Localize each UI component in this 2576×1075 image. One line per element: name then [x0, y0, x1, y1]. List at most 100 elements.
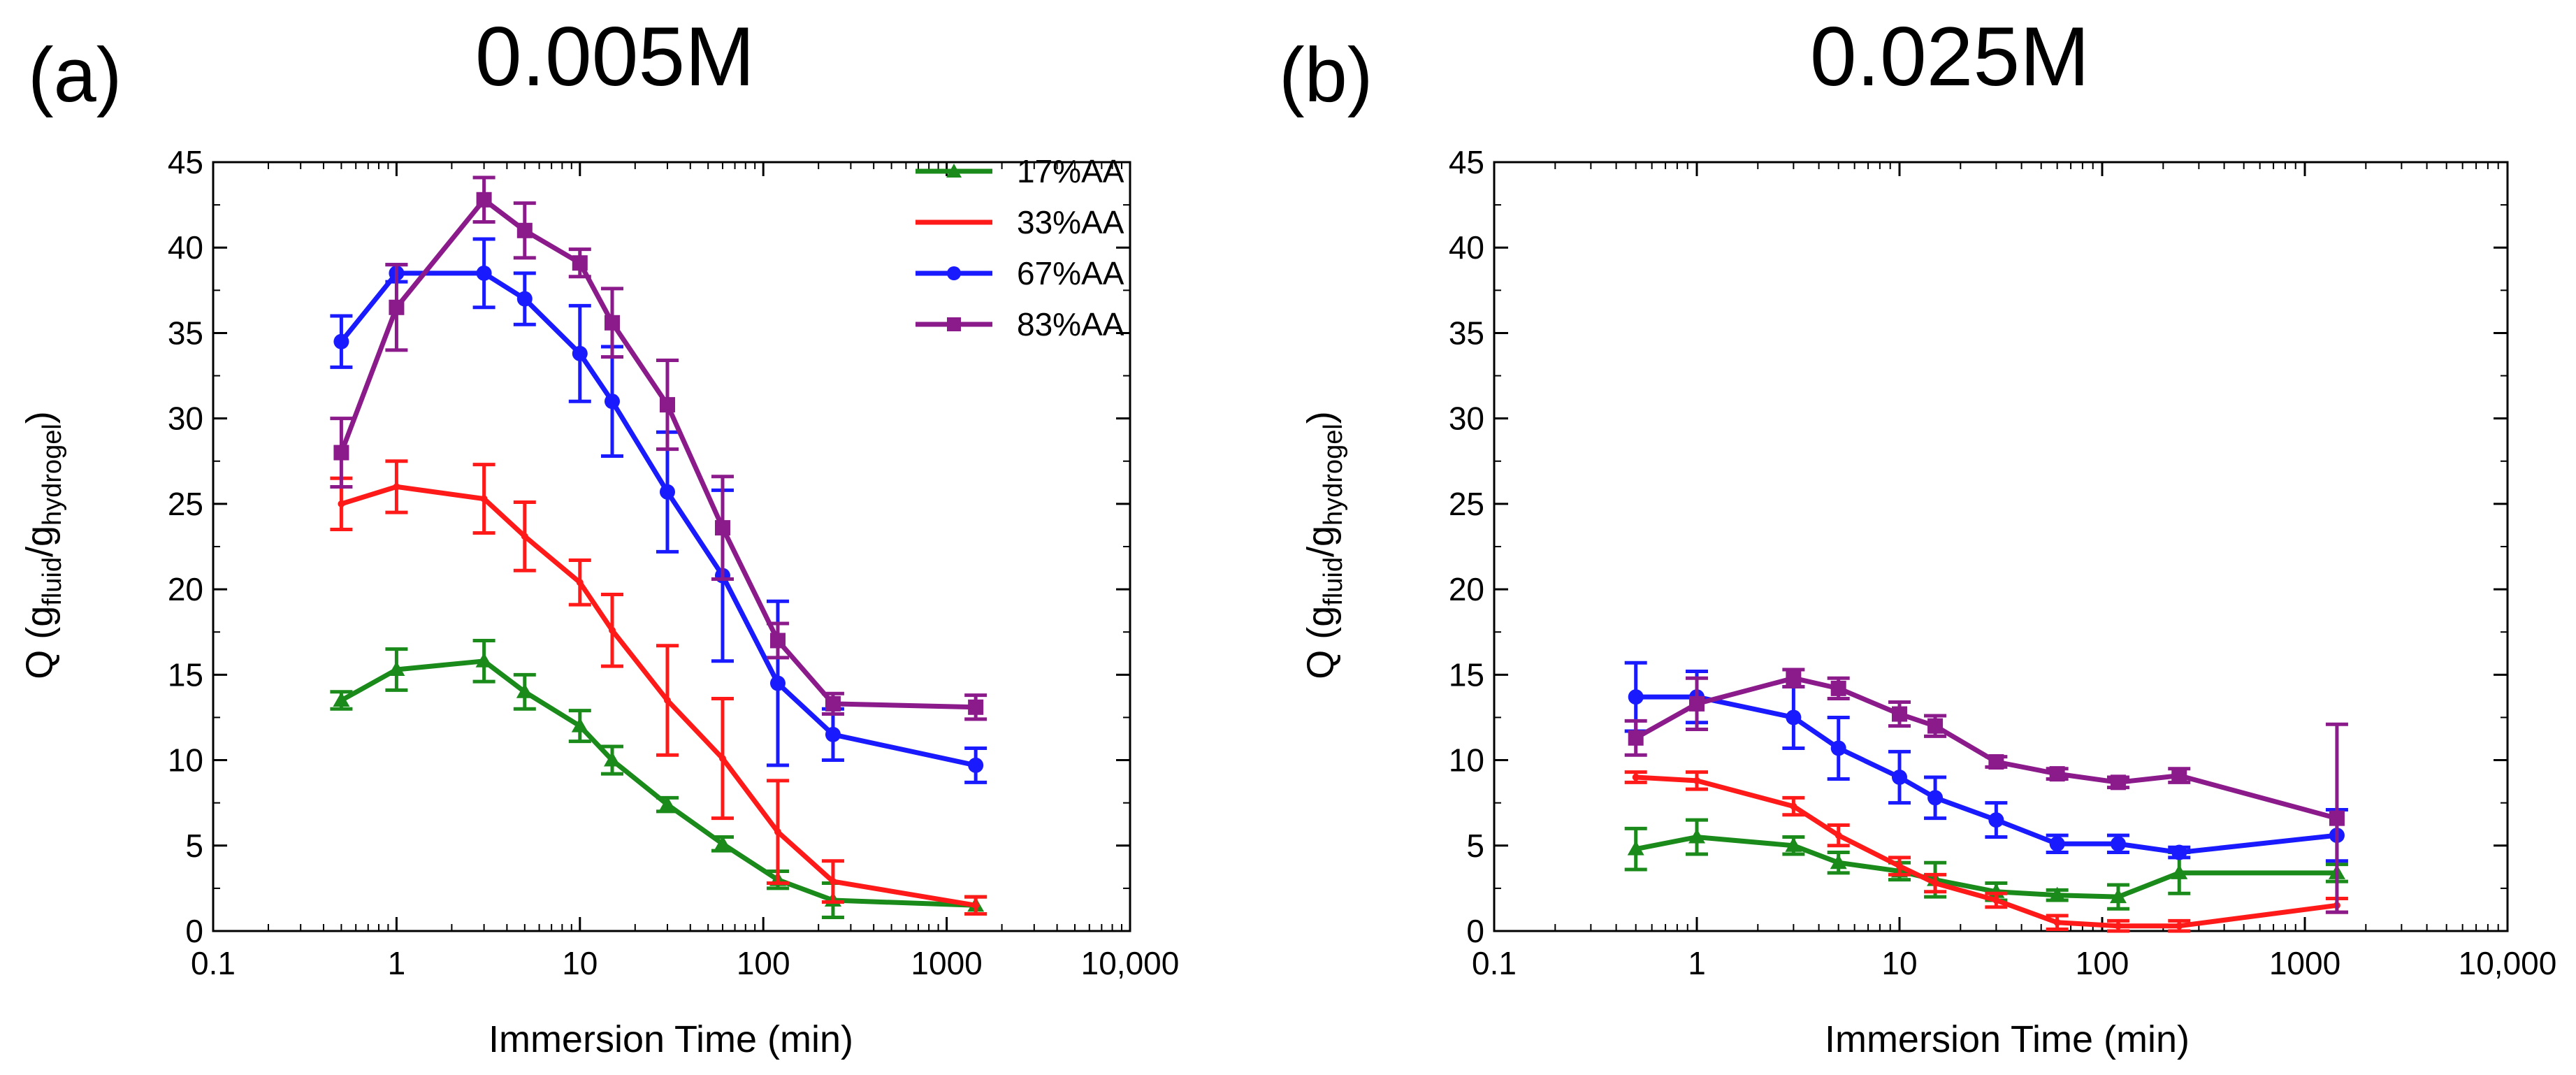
- panel-b-xlabel: Immersion Time (min): [1825, 1018, 2190, 1060]
- point-83aa: [2171, 767, 2187, 784]
- point-17aa: [388, 661, 405, 676]
- point-67aa: [572, 345, 588, 361]
- legend-label-83aa: 83%AA: [1017, 306, 1124, 342]
- point-67aa: [2171, 844, 2187, 860]
- y-tick-label: 45: [1449, 144, 1484, 180]
- x-tick-label: 1000: [2269, 945, 2340, 981]
- series-17aa: [330, 638, 987, 919]
- point-33aa: [521, 533, 528, 540]
- x-tick-label: 1: [388, 945, 406, 981]
- y-tick-label: 0: [1466, 913, 1484, 949]
- x-tick-label: 10,000: [1081, 945, 1180, 981]
- point-17aa: [2171, 864, 2188, 879]
- point-33aa: [2114, 922, 2122, 930]
- point-83aa: [389, 299, 405, 315]
- point-67aa: [769, 675, 786, 691]
- legend-marker-83aa: [947, 317, 961, 331]
- point-67aa: [968, 757, 984, 773]
- point-17aa: [2109, 888, 2127, 904]
- x-tick-label: 10: [1881, 945, 1917, 981]
- point-67aa: [659, 484, 675, 500]
- point-67aa: [1927, 790, 1944, 806]
- point-83aa: [769, 633, 786, 649]
- series-33aa: [1624, 770, 2348, 933]
- point-17aa: [658, 796, 676, 811]
- panel-b-title: 0.025M: [1810, 10, 2090, 103]
- series-line-83aa: [339, 197, 976, 710]
- y-tick-label: 25: [168, 486, 203, 522]
- y-tick-label: 5: [1466, 828, 1484, 864]
- panel-a-title: 0.005M: [475, 10, 755, 103]
- plot-frame: [212, 161, 1131, 932]
- y-tick-label: 10: [1449, 742, 1484, 779]
- point-83aa: [1786, 670, 1802, 686]
- legend-label-67aa: 67%AA: [1017, 255, 1124, 291]
- x-tick-label: 0.1: [1472, 945, 1517, 981]
- y-tick-label: 35: [168, 315, 203, 351]
- point-67aa: [1786, 709, 1802, 726]
- legend-item-67aa: 67%AA: [916, 255, 1124, 291]
- panel-b: (b) 0.025M Q (gfluid/ghydrogel) Immersio…: [1279, 10, 2556, 1060]
- point-83aa: [1927, 718, 1944, 734]
- panel-a-legend: 17%AA 33%AA 67%AA 83%AA: [916, 153, 1124, 342]
- panel-a-ylabel-close: ): [19, 411, 61, 424]
- series-67aa: [330, 237, 987, 784]
- point-33aa: [576, 579, 584, 586]
- point-17aa: [2048, 886, 2066, 902]
- panel-a-ylabel: Q (gfluid/ghydrogel): [19, 411, 67, 679]
- x-tick-label: 100: [737, 945, 790, 981]
- point-83aa: [2110, 774, 2126, 791]
- point-83aa: [333, 445, 349, 461]
- panel-b-ylabel-main: Q (g: [1300, 606, 1342, 679]
- series-83aa: [1624, 668, 2348, 914]
- point-33aa: [1693, 777, 1700, 784]
- panel-b-ylabel-sub1: fluid: [1319, 557, 1348, 606]
- panel-a-ylabel-sub2: hydrogel: [38, 424, 67, 526]
- point-33aa: [2053, 918, 2061, 926]
- panel-b-label: (b): [1279, 32, 1373, 118]
- panel-b-ylabel: Q (gfluid/ghydrogel): [1300, 411, 1348, 679]
- point-83aa: [1892, 706, 1907, 722]
- point-33aa: [829, 878, 837, 886]
- point-67aa: [516, 291, 533, 307]
- panel-b-ylabel-sub2: hydrogel: [1319, 424, 1348, 526]
- point-33aa: [1835, 832, 1842, 839]
- point-33aa: [338, 500, 345, 507]
- point-33aa: [1790, 802, 1797, 810]
- series-line-67aa: [1635, 694, 2338, 856]
- legend-item-33aa: 33%AA: [916, 204, 1124, 240]
- point-17aa: [1688, 828, 1705, 844]
- point-83aa: [1830, 680, 1846, 696]
- panel-a-label: (a): [28, 32, 122, 118]
- point-17aa: [516, 683, 533, 698]
- point-17aa: [714, 835, 731, 851]
- y-tick-label: 5: [185, 828, 203, 864]
- point-83aa: [516, 222, 533, 238]
- legend-marker-17aa: [946, 164, 962, 178]
- point-83aa: [572, 255, 588, 271]
- panel-a-ylabel-main: Q (g: [19, 606, 61, 679]
- point-67aa: [1988, 812, 2004, 828]
- y-tick-label: 15: [1449, 656, 1484, 693]
- y-tick-label: 0: [185, 913, 203, 949]
- x-tick-label: 1000: [911, 945, 982, 981]
- y-tick-label: 25: [1449, 486, 1484, 522]
- series-line-33aa: [340, 484, 976, 908]
- point-83aa: [968, 699, 984, 715]
- point-67aa: [1628, 689, 1644, 705]
- point-67aa: [1892, 770, 1907, 785]
- point-67aa: [476, 265, 492, 281]
- series-line-83aa: [1634, 675, 2338, 821]
- point-83aa: [825, 695, 841, 712]
- panel-a-xlabel: Immersion Time (min): [489, 1018, 853, 1060]
- panel-a-plot: 0.1 1 10 100 1000 10,000 0 5 10 15 20 25 30 35 40 45: [168, 144, 1180, 981]
- legend-item-83aa: 83%AA: [916, 306, 1124, 342]
- y-tick-label: 20: [1449, 571, 1484, 607]
- point-67aa: [605, 394, 621, 410]
- legend-marker-67aa: [947, 266, 961, 280]
- point-67aa: [825, 726, 841, 742]
- y-tick-label: 40: [1449, 229, 1484, 266]
- point-33aa: [2176, 922, 2183, 930]
- point-17aa: [604, 751, 621, 767]
